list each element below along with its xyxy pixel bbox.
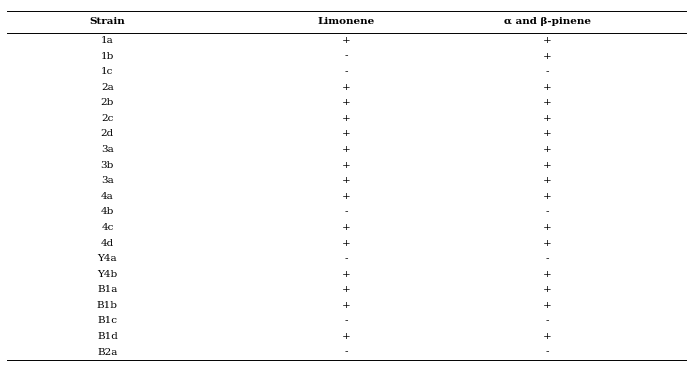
Text: 4b: 4b: [100, 207, 114, 216]
Text: +: +: [543, 83, 552, 92]
Text: 3a: 3a: [101, 176, 114, 185]
Text: +: +: [543, 98, 552, 107]
Text: +: +: [342, 285, 351, 294]
Text: -: -: [545, 254, 550, 263]
Text: 4a: 4a: [101, 192, 114, 201]
Text: B1d: B1d: [97, 332, 118, 341]
Text: B2a: B2a: [97, 348, 118, 357]
Text: +: +: [342, 223, 351, 232]
Text: +: +: [342, 176, 351, 185]
Text: α and β-pinene: α and β-pinene: [504, 17, 591, 26]
Text: 3b: 3b: [100, 161, 114, 170]
Text: Y4b: Y4b: [97, 270, 118, 279]
Text: +: +: [543, 301, 552, 310]
Text: 4c: 4c: [101, 223, 114, 232]
Text: 2c: 2c: [101, 114, 114, 123]
Text: +: +: [543, 129, 552, 138]
Text: +: +: [342, 270, 351, 279]
Text: Limonene: Limonene: [318, 17, 375, 26]
Text: +: +: [543, 332, 552, 341]
Text: 1b: 1b: [100, 52, 114, 60]
Text: -: -: [344, 67, 349, 76]
Text: 1a: 1a: [101, 36, 114, 45]
Text: +: +: [543, 239, 552, 247]
Text: -: -: [545, 67, 550, 76]
Text: -: -: [344, 207, 349, 216]
Text: +: +: [543, 161, 552, 170]
Text: 4d: 4d: [100, 239, 114, 247]
Text: +: +: [342, 114, 351, 123]
Text: 2a: 2a: [101, 83, 114, 92]
Text: +: +: [342, 36, 351, 45]
Text: +: +: [342, 301, 351, 310]
Text: +: +: [342, 83, 351, 92]
Text: +: +: [342, 239, 351, 247]
Text: B1c: B1c: [98, 316, 117, 325]
Text: 2b: 2b: [100, 98, 114, 107]
Text: +: +: [543, 52, 552, 60]
Text: +: +: [543, 223, 552, 232]
Text: -: -: [545, 207, 550, 216]
Text: +: +: [543, 36, 552, 45]
Text: +: +: [543, 145, 552, 154]
Text: +: +: [342, 129, 351, 138]
Text: +: +: [342, 332, 351, 341]
Text: +: +: [543, 176, 552, 185]
Text: -: -: [545, 316, 550, 325]
Text: +: +: [543, 114, 552, 123]
Text: -: -: [344, 316, 349, 325]
Text: Strain: Strain: [89, 17, 125, 26]
Text: -: -: [344, 348, 349, 357]
Text: B1b: B1b: [97, 301, 118, 310]
Text: -: -: [344, 254, 349, 263]
Text: B1a: B1a: [97, 285, 118, 294]
Text: 2d: 2d: [100, 129, 114, 138]
Text: +: +: [342, 145, 351, 154]
Text: -: -: [545, 348, 550, 357]
Text: +: +: [543, 192, 552, 201]
Text: +: +: [543, 270, 552, 279]
Text: +: +: [342, 161, 351, 170]
Text: Y4a: Y4a: [98, 254, 117, 263]
Text: +: +: [342, 192, 351, 201]
Text: +: +: [342, 98, 351, 107]
Text: 1c: 1c: [101, 67, 114, 76]
Text: -: -: [344, 52, 349, 60]
Text: +: +: [543, 285, 552, 294]
Text: 3a: 3a: [101, 145, 114, 154]
